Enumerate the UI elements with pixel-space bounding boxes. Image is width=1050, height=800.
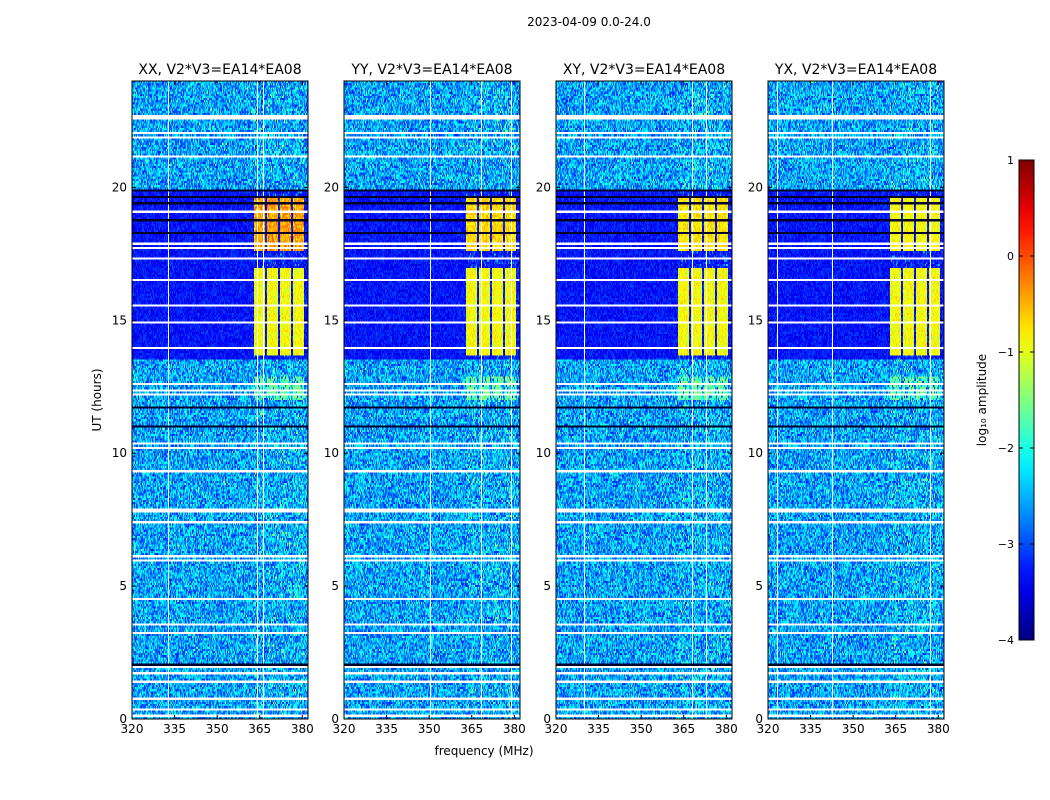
colorbar-tick-label: 1 xyxy=(1007,154,1014,167)
colorbar-tick-label: −1 xyxy=(998,346,1014,359)
figure-suptitle: 2023-04-09 0.0-24.0 xyxy=(527,15,651,29)
y-tick-label: 20 xyxy=(112,180,127,194)
y-tick-label: 15 xyxy=(324,313,339,327)
x-tick-label: 380 xyxy=(715,722,738,736)
y-tick-label: 5 xyxy=(755,579,763,593)
y-tick-label: 0 xyxy=(543,712,551,726)
x-tick-label: 365 xyxy=(460,722,483,736)
x-tick-label: 380 xyxy=(503,722,526,736)
y-tick-label: 5 xyxy=(119,579,127,593)
spectrogram-image xyxy=(556,81,732,719)
panel-title: YY, V2*V3=EA14*EA08 xyxy=(350,62,512,78)
x-tick-label: 335 xyxy=(587,722,610,736)
spectrogram-image xyxy=(132,81,308,719)
x-tick-label: 320 xyxy=(545,722,568,736)
x-tick-label: 350 xyxy=(842,722,865,736)
x-tick-label: 365 xyxy=(248,722,271,736)
y-tick-label: 5 xyxy=(331,579,339,593)
y-tick-label: 20 xyxy=(324,180,339,194)
colorbar-tick-label: −3 xyxy=(998,538,1014,551)
x-tick-label: 320 xyxy=(757,722,780,736)
y-tick-label: 10 xyxy=(324,446,339,460)
colorbar-scale xyxy=(1018,159,1035,641)
panels: XX, V2*V3=EA14*EA08 320 335 350 365 380 0 5 10 15… xyxy=(112,62,950,736)
colorbar-tick-label: −4 xyxy=(998,634,1014,647)
panel-title: XY, V2*V3=EA14*EA08 xyxy=(563,62,725,78)
panel-1: YY, V2*V3=EA14*EA08 320 335 350 365 380 0 5 10 15… xyxy=(324,62,526,736)
x-tick-label: 350 xyxy=(630,722,653,736)
x-tick-label: 335 xyxy=(375,722,398,736)
colorbar-label: log₁₀ amplitude xyxy=(975,354,989,446)
panel-frame xyxy=(131,80,309,720)
colorbar-tick-label: 0 xyxy=(1007,250,1014,263)
x-tick-label: 350 xyxy=(418,722,441,736)
panel-frame xyxy=(555,80,733,720)
y-tick-label: 20 xyxy=(748,180,763,194)
x-tick-label: 335 xyxy=(799,722,822,736)
x-tick-label: 350 xyxy=(206,722,229,736)
spectrogram-image xyxy=(344,81,520,719)
panel-frame xyxy=(343,80,521,720)
panel-frame xyxy=(767,80,945,720)
panel-0: XX, V2*V3=EA14*EA08 320 335 350 365 380 0 5 10 15… xyxy=(112,62,314,736)
y-axis-label: UT (hours) xyxy=(90,368,104,431)
y-tick-label: 15 xyxy=(536,313,551,327)
panel-title: YX, V2*V3=EA14*EA08 xyxy=(774,62,937,78)
panel-2: XY, V2*V3=EA14*EA08 320 335 350 365 380 0 5 10 15… xyxy=(536,62,738,736)
spectrogram-image xyxy=(768,81,944,719)
y-tick-label: 0 xyxy=(755,712,763,726)
x-tick-label: 320 xyxy=(333,722,356,736)
panel-title: XX, V2*V3=EA14*EA08 xyxy=(138,62,301,78)
y-tick-label: 20 xyxy=(536,180,551,194)
x-tick-label: 365 xyxy=(884,722,907,736)
colorbar: 1 0 −1 −2 −3 −4 xyxy=(998,154,1035,647)
y-tick-label: 15 xyxy=(112,313,127,327)
y-tick-label: 15 xyxy=(748,313,763,327)
x-axis-label: frequency (MHz) xyxy=(434,744,533,758)
y-tick-label: 10 xyxy=(748,446,763,460)
colorbar-tick-label: −2 xyxy=(998,442,1014,455)
y-tick-label: 0 xyxy=(331,712,339,726)
y-tick-label: 10 xyxy=(536,446,551,460)
x-tick-label: 380 xyxy=(291,722,314,736)
x-tick-label: 320 xyxy=(121,722,144,736)
x-tick-label: 380 xyxy=(927,722,950,736)
y-tick-label: 5 xyxy=(543,579,551,593)
x-tick-label: 335 xyxy=(163,722,186,736)
panel-3: YX, V2*V3=EA14*EA08 320 335 350 365 380 0 5 10 15… xyxy=(748,62,950,736)
y-tick-label: 10 xyxy=(112,446,127,460)
y-tick-label: 0 xyxy=(119,712,127,726)
x-tick-label: 365 xyxy=(672,722,695,736)
